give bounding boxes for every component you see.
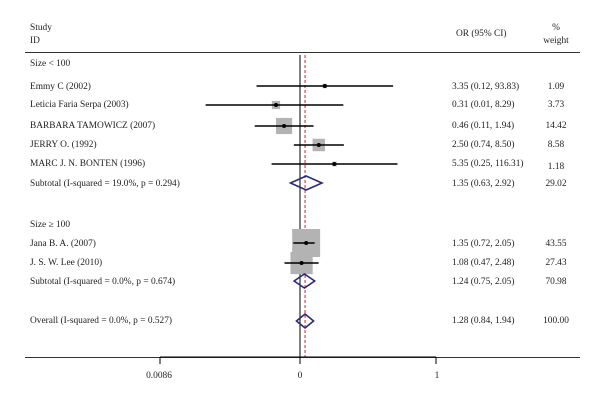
ci-text-lee: 1.08 (0.47, 2.48) — [452, 258, 515, 268]
study-5-point — [304, 241, 309, 245]
weight-header-label: weight — [543, 36, 569, 46]
subtotal-label-small: Subtotal (I-squared = 19.0%, p = 0.294) — [30, 179, 180, 189]
ci-text-bonten: 5.35 (0.25, 116.31) — [452, 159, 524, 169]
or-ci-header: OR (95% CI) — [456, 29, 507, 39]
study-4-point — [332, 162, 337, 166]
weight-subtotal-small: 29.02 — [545, 179, 567, 189]
study-label-tamowicz: BARBARA TAMOWICZ (2007) — [30, 121, 156, 131]
study-label-emmy: Emmy C (2002) — [30, 82, 91, 92]
weight-jana: 43.55 — [545, 239, 567, 249]
weight-jerry: 8.58 — [547, 140, 565, 150]
weight-lee: 27.43 — [545, 258, 567, 268]
ci-text-overall: 1.28 (0.84, 1.94) — [452, 316, 515, 326]
study-0-point — [322, 84, 327, 88]
id-header: ID — [30, 36, 40, 46]
ci-text-emmy: 3.35 (0.12, 93.83) — [452, 82, 520, 92]
study-2-point — [282, 124, 287, 128]
ci-text-tamowicz: 0.46 (0.11, 1.94) — [452, 121, 515, 131]
study-3-point — [316, 143, 321, 147]
group-label-large: Size ≥ 100 — [30, 220, 71, 230]
study-label-lee: J. S. W. Lee (2010) — [30, 258, 103, 268]
study-label-serpa: Leticia Faria Serpa (2003) — [30, 100, 129, 110]
weight-overall: 100.00 — [543, 316, 569, 326]
ci-text-jana: 1.35 (0.72, 2.05) — [452, 239, 515, 249]
subtotal-small-diamond — [288, 175, 324, 191]
study-label-jana: Jana B. A. (2007) — [30, 239, 96, 249]
weight-header-percent: % — [552, 23, 560, 33]
x-tick-label-2: 1 — [434, 371, 440, 381]
study-label-jerry: JERRY O. (1992) — [30, 140, 97, 150]
ci-text-jerry: 2.50 (0.74, 8.50) — [452, 140, 515, 150]
study-header: Study — [30, 23, 52, 33]
study-1-point — [273, 103, 278, 107]
study-6-point — [299, 261, 304, 265]
subtotal-large-diamond — [292, 273, 317, 289]
weight-serpa: 3.73 — [547, 100, 565, 110]
overall-label: Overall (I-squared = 0.0%, p = 0.527) — [30, 316, 173, 326]
x-tick-label-0: 0.0086 — [146, 371, 172, 381]
subtotal-label-large: Subtotal (I-squared = 0.0%, p = 0.674) — [30, 277, 176, 287]
weight-subtotal-large: 70.98 — [545, 277, 567, 287]
ci-text-subtotal-large: 1.24 (0.75, 2.05) — [452, 277, 515, 287]
weight-tamowicz: 14.42 — [545, 121, 567, 131]
study-label-bonten: MARC J. N. BONTEN (1996) — [30, 159, 146, 169]
x-tick-label-1: 0 — [297, 371, 303, 381]
overall-diamond — [295, 312, 315, 330]
ci-text-serpa: 0.31 (0.01, 8.29) — [452, 100, 515, 110]
ci-text-subtotal-small: 1.35 (0.63, 2.92) — [452, 179, 515, 189]
group-label-small: Size < 100 — [30, 59, 71, 69]
header-rule — [25, 52, 580, 53]
weight-emmy: 1.09 — [547, 82, 565, 92]
weight-bonten: 1.18 — [547, 162, 565, 172]
